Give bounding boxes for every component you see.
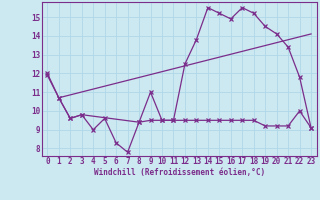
X-axis label: Windchill (Refroidissement éolien,°C): Windchill (Refroidissement éolien,°C) — [94, 168, 265, 177]
